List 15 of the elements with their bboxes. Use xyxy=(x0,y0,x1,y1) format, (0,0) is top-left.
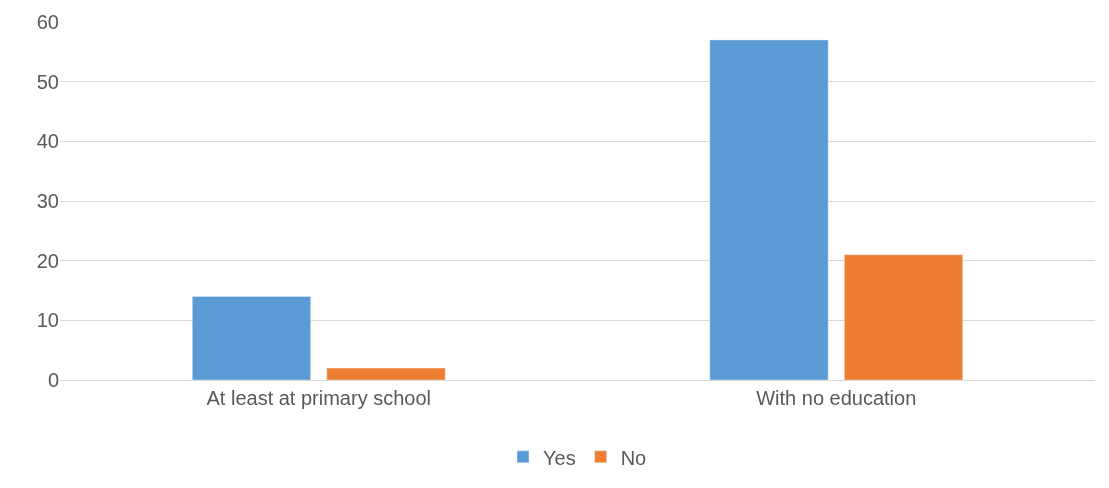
bar xyxy=(326,367,446,380)
y-tick-label: 60 xyxy=(36,11,59,33)
x-tick-label: With no education xyxy=(756,387,917,409)
y-tick-label: 20 xyxy=(36,249,59,272)
y-tick-label: 10 xyxy=(36,309,59,332)
bar xyxy=(192,296,311,380)
y-tick-label: 0 xyxy=(47,369,59,391)
legend-label: Yes xyxy=(543,446,576,469)
y-tick-label: 30 xyxy=(36,190,59,212)
bar xyxy=(844,254,963,380)
bar xyxy=(709,39,829,380)
x-tick-label: At least at primary school xyxy=(206,387,432,409)
y-tick-label: 40 xyxy=(36,130,59,153)
legend-label: No xyxy=(620,446,647,469)
y-tick-label: 50 xyxy=(36,70,59,93)
